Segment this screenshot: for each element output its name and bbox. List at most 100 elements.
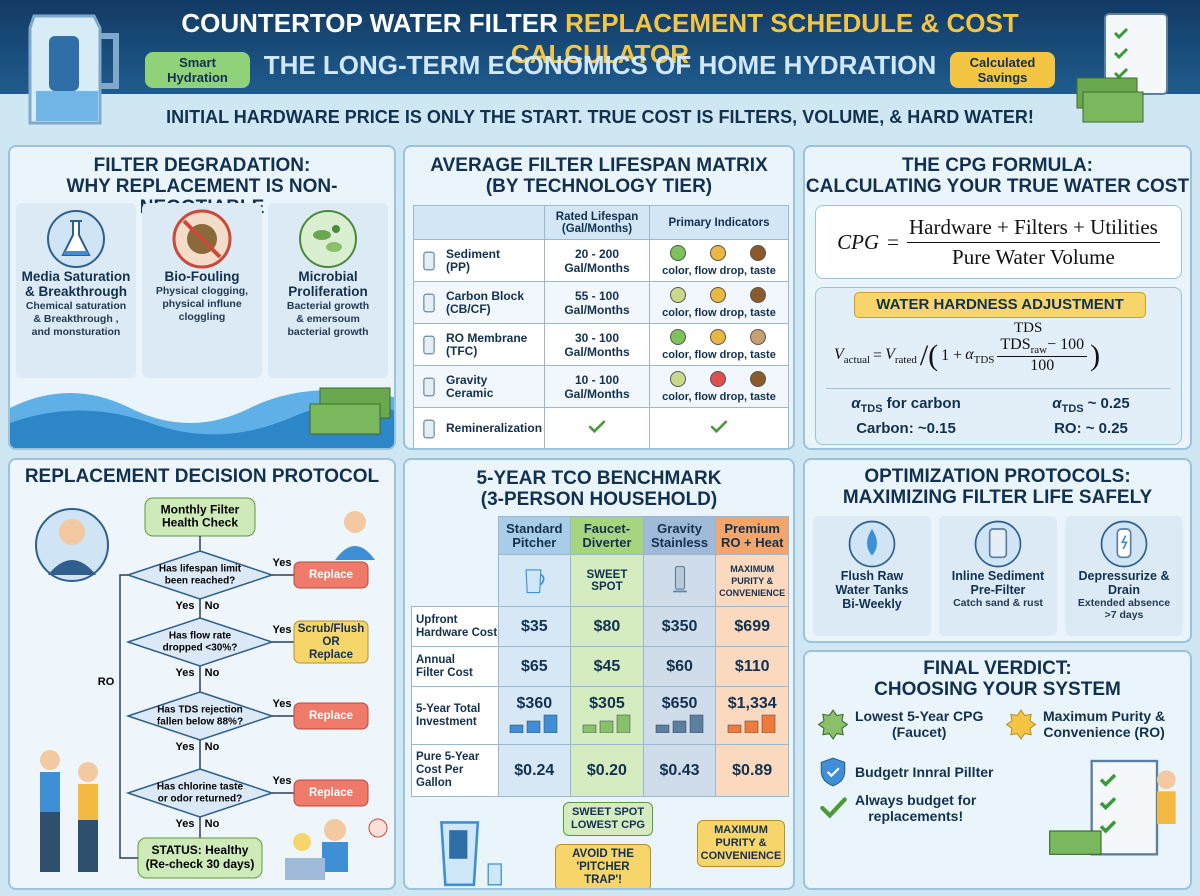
panel-title-line: CHOOSING YOUR SYSTEM — [874, 679, 1121, 700]
tco-value-cell: $1,334 — [715, 686, 789, 745]
art-part — [78, 820, 98, 872]
sweet-callout-line: LOWEST CPG — [571, 819, 645, 831]
indicator-cell: color, flow drop, taste — [649, 323, 789, 366]
lifespan-cell: 55 - 100 Gal/Months — [544, 281, 650, 324]
tech-name: Gravity Ceramic — [446, 373, 493, 400]
icon-part — [988, 528, 1008, 559]
tco-value: $0.89 — [732, 761, 773, 779]
icon — [423, 293, 435, 312]
tech-name-line: RO Membrane — [446, 330, 528, 345]
hardness-note: αTDS ~ 0.25 RO: ~ 0.25 — [1016, 394, 1166, 439]
mini-bar-art — [599, 720, 614, 734]
degradation-card: Microbial Proliferation Bacterial growth & … — [268, 203, 388, 378]
action-text: Replace — [309, 649, 353, 661]
mini-bar-art — [582, 724, 597, 734]
tco-value: $0.20 — [586, 761, 627, 779]
icon — [423, 335, 435, 354]
tco-value: $0.43 — [659, 761, 700, 779]
tech-cell: Carbon Block (CB/CF) — [413, 281, 545, 324]
question-text: dropped <30%? — [163, 643, 238, 654]
status-text: (Re-check 30 days) — [146, 857, 255, 871]
tco-value-cell: $0.20 — [570, 744, 644, 797]
icon-part — [182, 219, 222, 259]
max-callout-line: PURITY & — [715, 837, 767, 849]
indicator-dots — [670, 329, 766, 345]
indicator-dot — [670, 245, 686, 261]
lifespan-row: Remineralization — [413, 407, 789, 448]
tco-column-header: Faucet- Diverter — [570, 516, 644, 555]
card-desc: Bacterial growth — [286, 300, 370, 312]
icon-part — [332, 225, 340, 233]
indicator-dots — [670, 371, 766, 387]
hardness-note: αTDS for carbon Carbon: ~0.15 — [831, 394, 981, 439]
avoid-callout-line: 'PITCHER TRAP'! — [576, 861, 630, 886]
tco-value: $0.24 — [514, 761, 555, 779]
verdict-line: Always budget for — [855, 792, 977, 808]
question-text: or odor returned? — [158, 794, 242, 805]
art-part — [322, 842, 348, 872]
panel-title-line: OPTIMIZATION PROTOCOLS: — [864, 466, 1131, 487]
header-line: Primary Indicators — [668, 216, 770, 229]
lifespan-cell: 30 - 100 Gal/Months — [544, 323, 650, 366]
art-part — [40, 750, 60, 770]
max-callout-line: CONVENIENCE — [700, 850, 782, 862]
lifespan-line: 30 - 100 — [574, 330, 620, 345]
icon-part — [1157, 770, 1176, 789]
lifespan-line: Gal/Months — [564, 344, 630, 359]
mini-bars-art — [582, 714, 631, 734]
card-desc: physical influne — [162, 298, 242, 310]
lifespan-cell — [544, 407, 650, 448]
icon-part — [820, 797, 847, 819]
tco-value: $60 — [666, 657, 693, 675]
tco-value-cell: $305 — [570, 686, 644, 745]
tech-name: Sediment (PP) — [446, 247, 500, 274]
tco-value-cell: $650 — [642, 686, 717, 745]
tech-name: RO Membrane (TFC) — [446, 330, 528, 358]
no-label: No — [205, 741, 220, 753]
math-sub: raw — [1030, 344, 1048, 357]
math-main: TDS — [1000, 336, 1031, 353]
tco-column-header: Gravity Stainless — [642, 516, 717, 555]
subtitle: THE LONG-TERM ECONOMICS OF HOME HYDRATIO… — [263, 50, 937, 80]
icon-part — [1120, 535, 1128, 550]
action-box — [293, 779, 369, 807]
verdict-line: Maximum Purity & — [1043, 708, 1166, 724]
note-symbol-line: αTDS ~ 0.25 — [1016, 394, 1166, 419]
tco-value-cell: $0.43 — [642, 744, 717, 797]
row-label-line: Gallon — [416, 777, 452, 789]
lifespan-row: Carbon Block (CB/CF) 55 - 100 Gal/Months col… — [413, 281, 789, 324]
max-callout: MAXIMUM PURITY & CONVENIENCE — [697, 820, 785, 867]
tco-value-cell: $360 — [497, 686, 572, 745]
panel-title-line: AVERAGE FILTER LIFESPAN MATRIX — [430, 155, 768, 176]
action-text: Scrub/Flush — [298, 623, 364, 635]
art-part — [40, 772, 60, 812]
note-line: SWEET — [586, 568, 628, 581]
panel-title: FINAL VERDICT: CHOOSING YOUR SYSTEM — [805, 658, 1190, 700]
optimization-card: Depressurize & Drain Extended absence >7 da… — [1065, 516, 1183, 636]
avoid-callout-line: AVOID THE — [572, 848, 634, 860]
icon — [848, 520, 896, 568]
card-desc: cloggling — [178, 311, 226, 323]
panel-title: REPLACEMENT DECISION PROTOCOL — [24, 466, 380, 487]
math-denominator: 100 — [1030, 357, 1055, 375]
card-title: Proliferation — [288, 284, 368, 299]
tco-value: $1,334 — [727, 695, 777, 712]
card-title: Flush Raw — [840, 569, 904, 583]
lifespan-row: Gravity Ceramic 10 - 100 Gal/Months color, f… — [413, 365, 789, 408]
tco-value: $699 — [734, 617, 770, 635]
tco-row-label: Annual Filter Cost — [411, 646, 499, 687]
action-box — [293, 561, 369, 589]
question-text: been reached? — [165, 576, 236, 587]
tech-name-line: Remineralization — [446, 421, 543, 435]
icon-part — [1157, 791, 1176, 824]
tech-cell: Remineralization — [413, 407, 545, 448]
verdict-text: Maximum Purity & Convenience (RO) — [1043, 708, 1165, 740]
panel-title-line: FINAL VERDICT: — [923, 658, 1072, 679]
degradation-card: Bio-Fouling Physical clogging, physical in… — [142, 203, 262, 378]
tco-value-cell: $35 — [497, 606, 572, 647]
question-text: Has TDS rejection — [157, 705, 243, 716]
card-title: Drain — [1108, 583, 1140, 597]
math-sub: TDS — [860, 403, 883, 415]
icon — [440, 821, 502, 887]
